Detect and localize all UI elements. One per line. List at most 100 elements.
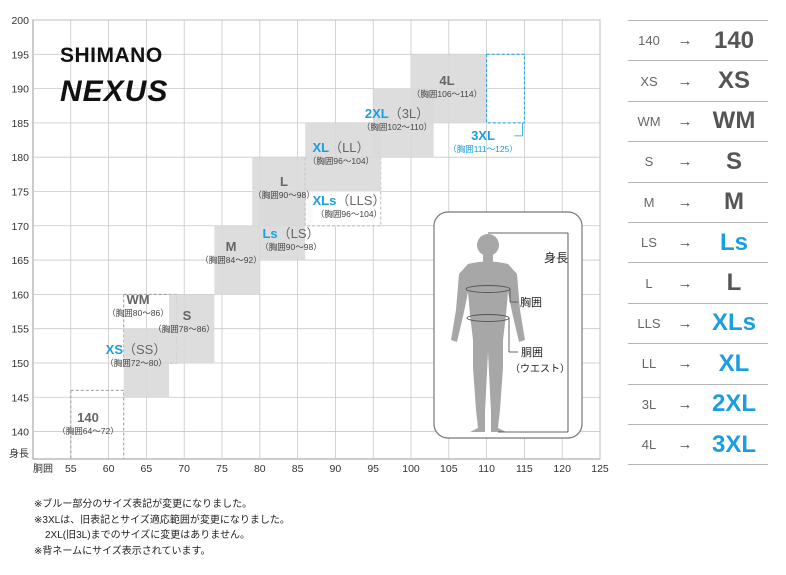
note-2: ※3XLは、旧表記とサイズ適応範囲が変更になりました。 [34,514,290,526]
size-chest: （胸囲96～104） [316,209,382,219]
new-size: Ls [719,228,748,256]
y-axis-label: 身長 [9,447,29,460]
conversion-row: 4L → 3XL [628,423,768,466]
size-label-4l: 4L（胸囲106～114） [412,73,482,99]
brand-nexus: NEXUS [60,75,168,108]
note-1: ※ブルー部分のサイズ表記が変更になりました。 [34,499,253,510]
size-chest: （胸囲84～92） [200,255,261,265]
size-box-m [214,225,260,295]
size-name: XLs（LLS） [313,193,386,208]
conversion-row: 3L → 2XL [628,383,768,424]
size-name: 4L [439,73,454,88]
new-size: WM [712,107,756,135]
conversion-row: LS → Ls [628,221,768,262]
old-size: S [644,154,654,170]
size-label-ls: Ls（LS）（胸囲90～98） [260,226,321,252]
size-box-3xl [486,53,525,124]
brand-shimano: SHIMANO [60,44,163,67]
size-name: S [183,308,192,323]
size-name: 2XL（3L） [365,106,429,121]
size-box-ls [259,191,306,261]
old-size: 140 [638,33,660,49]
conversion-row: L → L [628,262,768,302]
note-4: ※背ネームにサイズ表示されています。 [34,545,211,557]
size-label-m: M（胸囲84～92） [200,239,261,265]
size-name: Ls（LS） [262,226,319,241]
size-name: WM [126,292,149,307]
old-size: 3L [641,396,657,412]
chest-measure-line [465,285,518,353]
x-tick-label: 90 [330,463,342,475]
x-tick-label: 65 [141,463,153,475]
size-name: 3XL [471,128,495,143]
waist-label: 胴囲 [521,346,543,359]
y-tick-label: 150 [11,358,29,370]
x-tick-label: 55 [65,463,77,475]
body-figure-panel: 身長 胸囲 胴囲 （ウエスト） [433,211,583,439]
conversion-row: LLS → XLs [628,302,768,343]
notes: ※ブルー部分のサイズ表記が変更になりました。 ※3XLは、旧表記とサイズ適応範囲… [34,497,290,559]
waist-sub-label: （ウエスト） [510,363,570,375]
new-size: 140 [713,26,755,54]
x-tick-label: 125 [591,463,609,475]
size-label-3xl: 3XL（胸囲111～125） [448,128,518,154]
size-chart: 140（胸囲64～72）WM（胸囲80～86） S（胸囲78～86）XS（SS）（… [9,15,609,475]
size-box-s [169,294,215,363]
conversion-row: M → M [628,181,768,222]
body-silhouette-icon [451,234,525,432]
old-size: L [645,275,653,291]
x-axis-label: 胴囲 [33,463,53,475]
brand-logo: SHIMANO NEXUS [60,44,168,108]
height-measure-line [488,232,569,433]
new-size: 2XL [711,390,756,418]
arrow-right-icon: → [677,72,693,90]
size-name: L [280,174,288,189]
new-size: 3XL [711,430,756,458]
size-label-wm: WM（胸囲80～86） [107,292,168,318]
new-size: L [726,269,742,297]
x-tick-label: 80 [254,463,266,475]
new-size: M [724,188,744,216]
size-chest: （胸囲90～98） [253,190,314,200]
size-name: XS（SS） [106,342,167,357]
old-size: LLS [637,315,661,331]
y-tick-label: 175 [11,186,29,198]
size-label-l: L（胸囲90～98） [253,174,314,200]
new-size: XL [718,349,750,377]
arrow-right-icon: → [677,153,693,171]
y-tick-label: 165 [11,255,29,267]
arrow-right-icon: → [677,274,693,292]
size-chest: （胸囲111～125） [448,144,518,154]
y-tick-label: 185 [11,118,29,130]
y-tick-label: 145 [11,392,29,404]
size-chest: （胸囲102～110） [362,122,432,132]
arrow-right-icon: → [677,395,693,413]
leader-3xl [514,122,523,137]
arrow-right-icon: → [677,112,693,130]
old-size: LS [641,235,657,251]
size-box-4l [411,54,487,123]
y-tick-label: 190 [11,84,29,96]
new-size: S [725,147,742,175]
arrow-right-icon: → [677,234,693,252]
conversion-row: LL → XL [628,343,768,383]
x-tick-label: 100 [402,463,420,475]
old-size: WM [637,113,661,129]
size-label-2xl: 2XL（3L）（胸囲102～110） [362,106,432,132]
chest-label: 胸囲 [520,295,542,309]
size-chest: （胸囲90～98） [260,242,321,252]
x-tick-label: 110 [478,463,495,475]
x-tick-label: 115 [516,463,533,475]
size-conversion-table: 140 → 140 XS → XS WM → WM S → S M → M LS → Ls L → L LLS → XLs LL… [628,20,768,466]
old-size: M [643,194,655,210]
x-tick-label: 85 [292,463,304,475]
size-chest: （胸囲78～86） [153,324,214,334]
size-chest: （胸囲106～114） [412,89,482,99]
new-size: XS [717,67,750,95]
y-tick-label: 160 [11,289,29,301]
size-label-xs: XS（SS）（胸囲72～80） [105,342,166,368]
size-chest: （胸囲80～86） [107,308,168,318]
y-tick-label: 170 [11,221,29,233]
size-box-xl [305,122,381,192]
size-box-140 [70,389,125,460]
